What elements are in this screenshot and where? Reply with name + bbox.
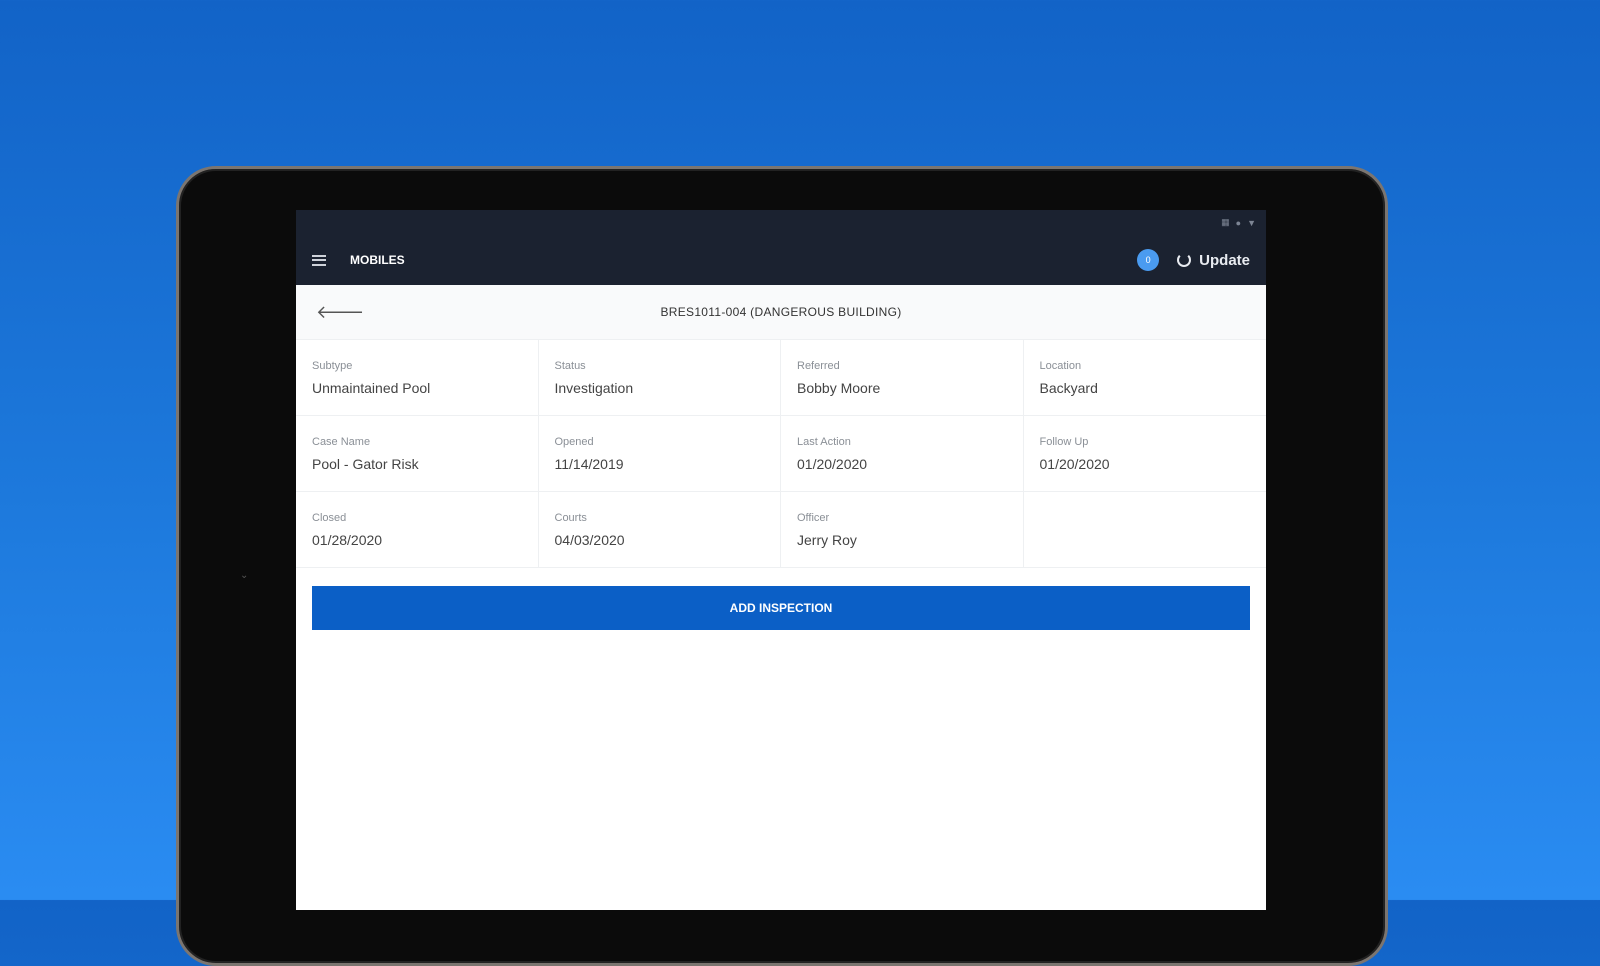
field-follow-up: Follow Up 01/20/2020 — [1023, 416, 1266, 492]
field-value: Bobby Moore — [797, 380, 881, 396]
field-label: Location — [1039, 360, 1082, 372]
case-title: BRES1011-004 (DANGEROUS BUILDING) — [660, 305, 902, 319]
field-opened: Opened 11/14/2019 — [538, 416, 781, 492]
refresh-icon — [1177, 253, 1192, 267]
field-value: Jerry Roy — [797, 532, 857, 548]
field-value: 01/20/2020 — [797, 456, 868, 472]
field-label: Subtype — [312, 360, 353, 372]
app-screen: ▦ ● ▼ MOBILES 0 Update 🡐 BRES1011-004 (D… — [296, 210, 1266, 910]
field-last-action: Last Action 01/20/2020 — [781, 416, 1024, 492]
app-bar: MOBILES 0 Update — [296, 235, 1266, 285]
field-subtype: Subtype Unmaintained Pool — [296, 340, 539, 416]
field-value: 01/20/2020 — [1039, 456, 1110, 472]
update-button[interactable]: Update — [1177, 252, 1250, 269]
field-location: Location Backyard — [1023, 340, 1266, 416]
add-inspection-button[interactable]: ADD INSPECTION — [312, 586, 1250, 630]
field-courts: Courts 04/03/2020 — [538, 492, 781, 568]
field-referred: Referred Bobby Moore — [781, 340, 1024, 416]
field-value: Backyard — [1039, 380, 1098, 396]
field-value: 01/28/2020 — [312, 532, 383, 548]
field-label: Follow Up — [1039, 436, 1089, 448]
field-label: Last Action — [797, 436, 851, 448]
wifi-icon: ▼ — [1247, 217, 1256, 228]
field-value: Investigation — [554, 380, 634, 396]
update-label: Update — [1199, 251, 1250, 269]
status-bar: ▦ ● ▼ — [296, 210, 1266, 235]
field-label: Closed — [312, 512, 347, 524]
app-title: MOBILES — [350, 253, 405, 267]
field-officer: Officer Jerry Roy — [781, 492, 1024, 568]
field-label: Opened — [554, 436, 594, 448]
field-value: Unmaintained Pool — [312, 380, 431, 396]
side-indicator-icon: ⌄ — [240, 570, 249, 581]
field-label: Status — [554, 360, 586, 372]
field-value: 04/03/2020 — [554, 532, 625, 548]
field-value: Pool - Gator Risk — [312, 456, 419, 472]
field-label: Case Name — [312, 436, 371, 448]
field-label: Courts — [554, 512, 587, 524]
field-status: Status Investigation — [538, 340, 781, 416]
hamburger-menu-icon[interactable] — [312, 254, 326, 266]
notification-badge[interactable]: 0 — [1137, 249, 1160, 271]
battery-icon: ● — [1235, 217, 1242, 228]
field-closed: Closed 01/28/2020 — [296, 492, 539, 568]
field-label: Officer — [797, 512, 830, 524]
case-details-grid: Subtype Unmaintained Pool Status Investiga… — [296, 340, 1266, 568]
field-label: Referred — [797, 360, 840, 372]
field-empty — [1023, 492, 1266, 568]
field-value: 11/14/2019 — [554, 456, 624, 472]
back-arrow-icon[interactable]: 🡐 — [316, 301, 365, 322]
notification-icon: ▦ — [1221, 217, 1230, 227]
field-case-name: Case Name Pool - Gator Risk — [296, 416, 539, 492]
case-header: 🡐 BRES1011-004 (DANGEROUS BUILDING) — [296, 285, 1266, 340]
